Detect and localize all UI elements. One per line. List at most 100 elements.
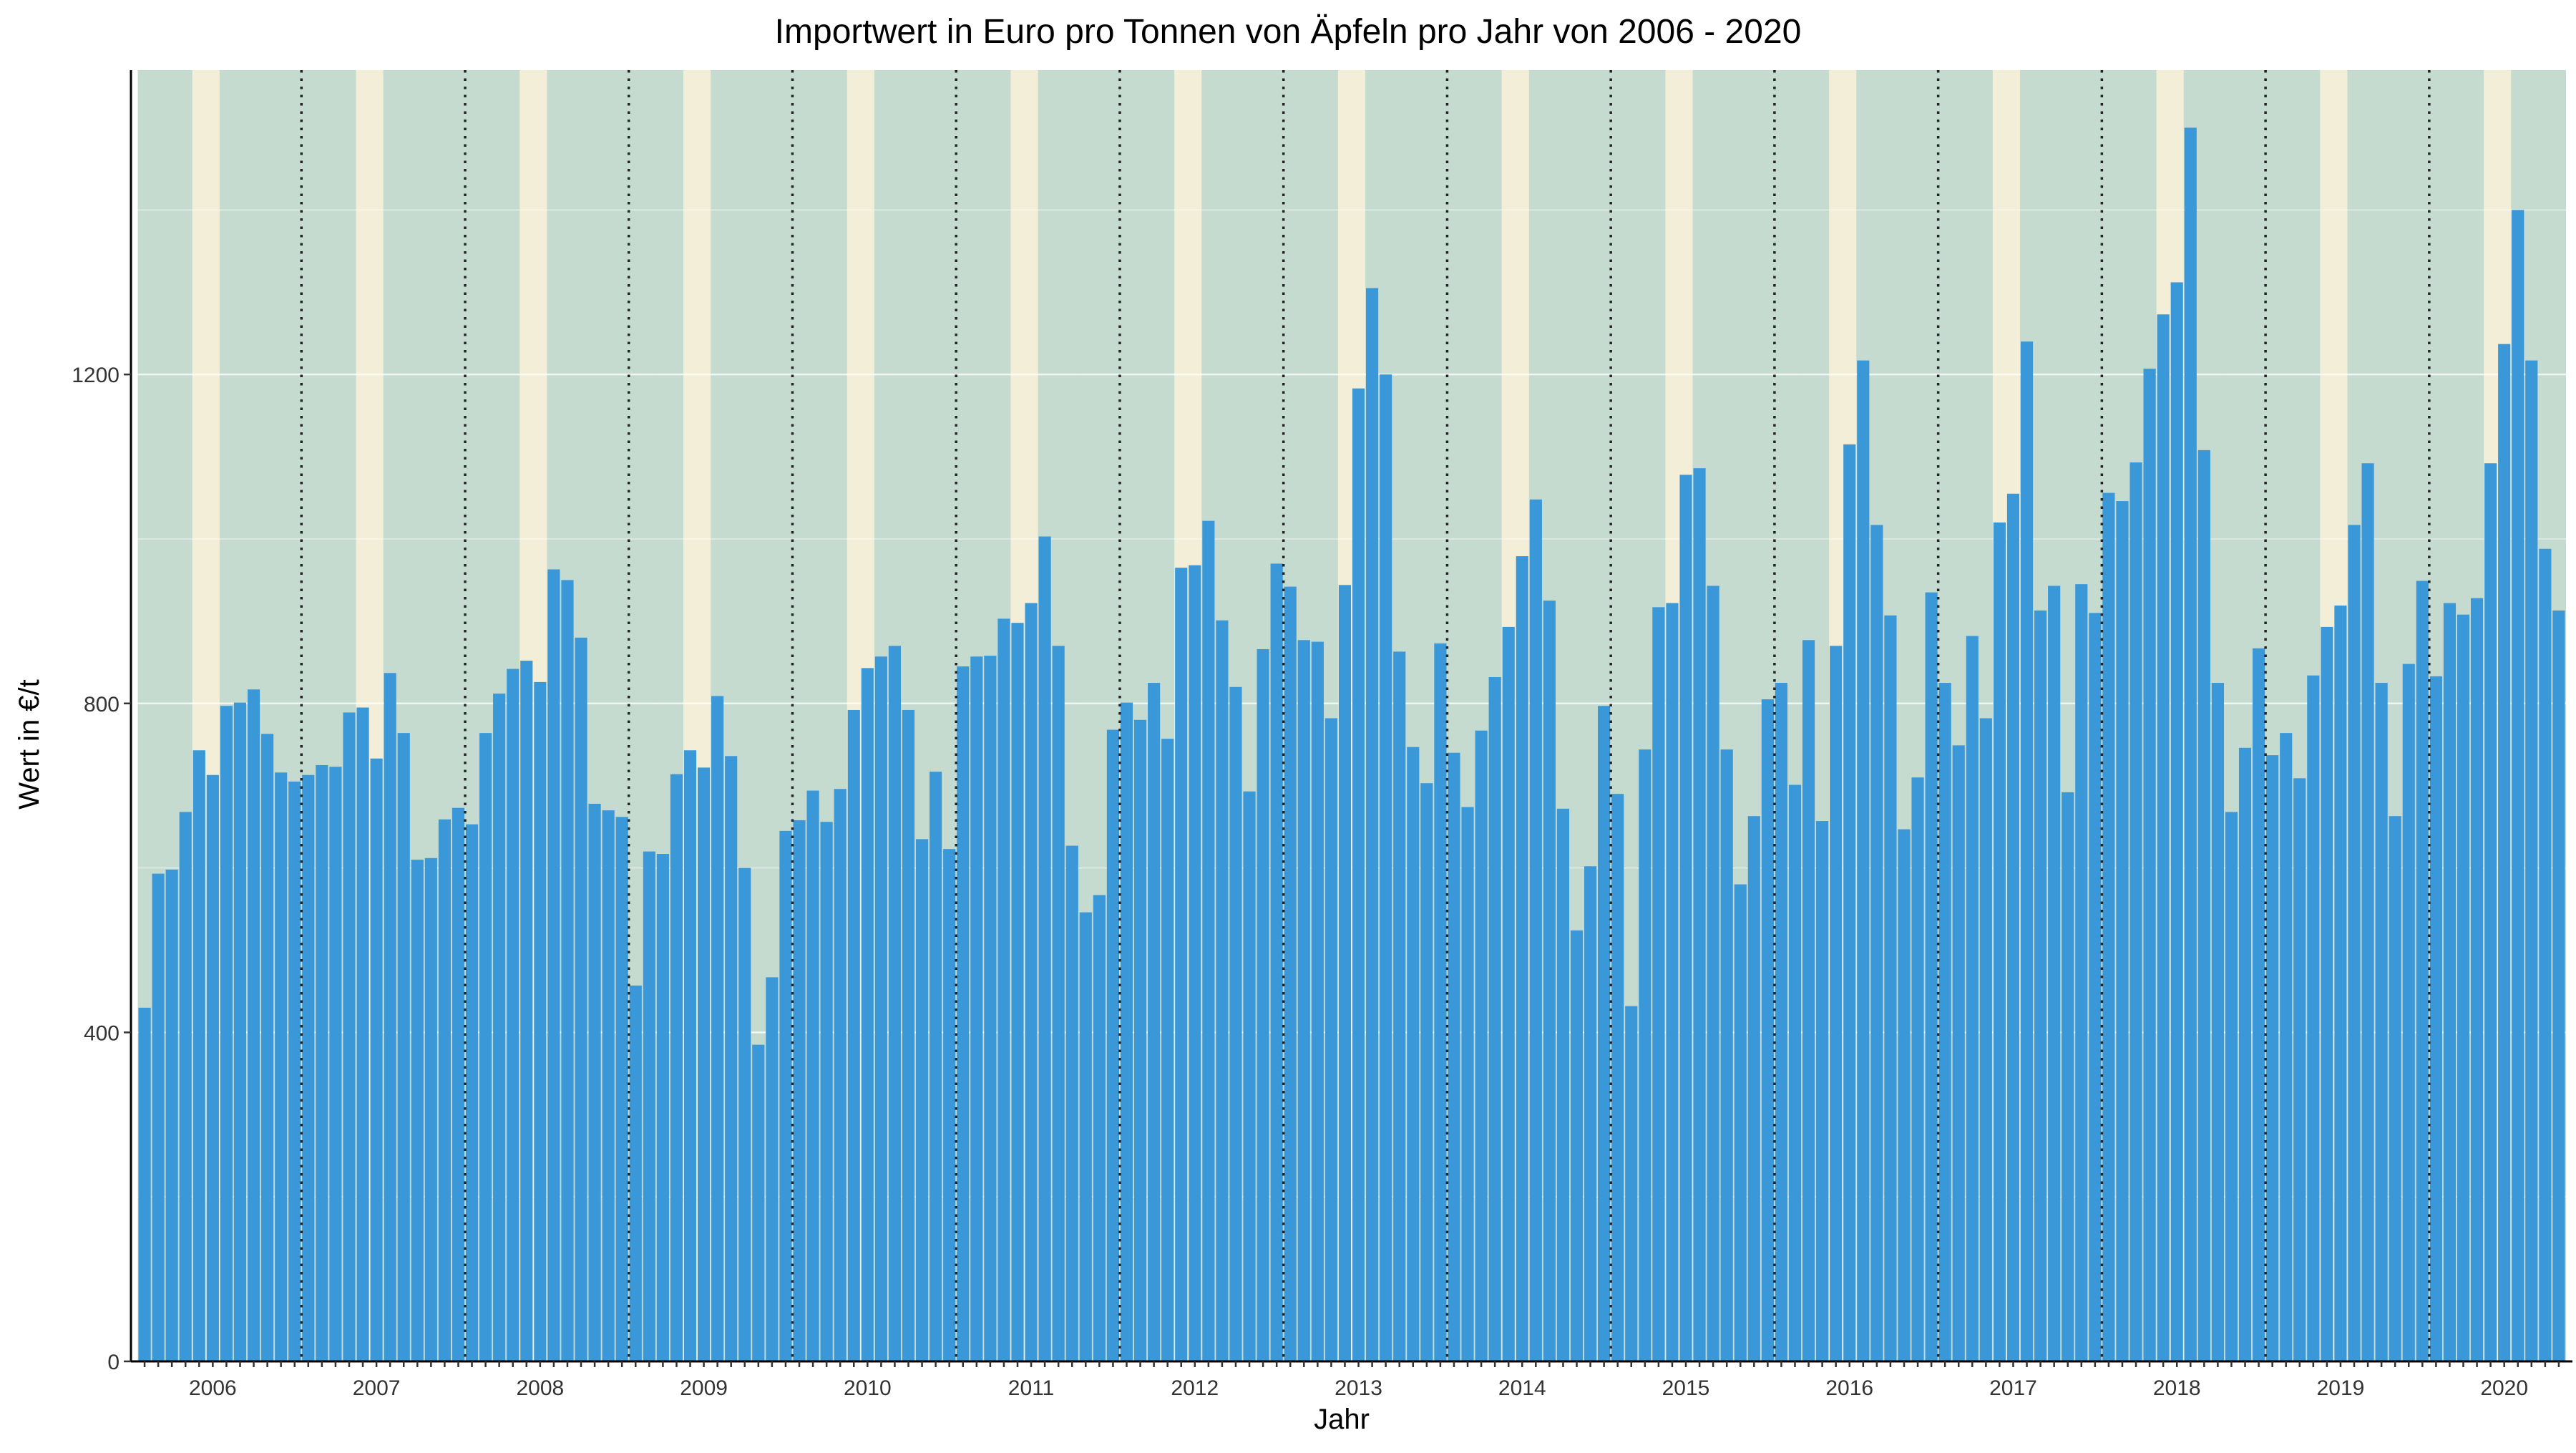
bar xyxy=(1666,603,1679,1362)
bar xyxy=(1679,475,1692,1361)
bar xyxy=(2484,463,2497,1361)
bar xyxy=(2197,449,2210,1361)
bar xyxy=(2334,606,2347,1361)
bar xyxy=(1747,816,1760,1361)
x-tick-label: 2007 xyxy=(353,1376,401,1400)
bar xyxy=(656,854,669,1361)
bar xyxy=(2402,664,2415,1361)
bar xyxy=(834,789,847,1361)
chart-title: Importwert in Euro pro Tonnen von Äpfeln… xyxy=(775,13,1802,51)
bar xyxy=(507,669,519,1361)
bar xyxy=(957,666,970,1361)
bar xyxy=(329,767,342,1361)
bar xyxy=(1543,601,1556,1361)
bar xyxy=(2361,463,2374,1361)
bar xyxy=(711,696,724,1361)
bar xyxy=(793,820,806,1361)
bar xyxy=(1952,745,1965,1361)
bar xyxy=(2498,344,2511,1361)
bar xyxy=(1025,603,1038,1362)
bar xyxy=(683,750,697,1361)
bar xyxy=(1898,829,1911,1361)
bar xyxy=(2211,683,2224,1361)
bar xyxy=(547,569,560,1361)
bar xyxy=(452,807,465,1361)
y-tick-label: 0 xyxy=(107,1351,119,1374)
bar xyxy=(2034,610,2047,1361)
bar xyxy=(1556,808,1570,1361)
bar xyxy=(2184,127,2197,1362)
bar xyxy=(1052,646,1065,1361)
bar xyxy=(2157,314,2170,1361)
bar xyxy=(152,873,165,1361)
bar xyxy=(2089,613,2102,1362)
bar xyxy=(1448,752,1460,1361)
bar xyxy=(424,857,437,1361)
x-tick-label: 2016 xyxy=(1825,1376,1873,1400)
x-tick-label: 2012 xyxy=(1171,1376,1219,1400)
bar xyxy=(411,860,424,1361)
bar xyxy=(1502,626,1515,1361)
bar xyxy=(288,781,301,1361)
bar xyxy=(370,758,383,1361)
bar xyxy=(1625,1006,1638,1361)
bar xyxy=(2116,501,2129,1361)
bar xyxy=(820,822,833,1361)
bar xyxy=(1270,563,1283,1361)
x-axis-ticks: 2006 2007 2008 2009 2010 2011 2012 2013 2014 2015… xyxy=(143,1361,2560,1400)
bar xyxy=(1734,884,1747,1361)
bar xyxy=(1257,648,1269,1361)
bar xyxy=(1693,468,1706,1361)
x-tick-label: 2015 xyxy=(1662,1376,1710,1400)
bar xyxy=(1065,845,1078,1361)
bar xyxy=(725,756,738,1361)
bar xyxy=(970,656,983,1361)
x-tick-label: 2010 xyxy=(844,1376,892,1400)
bar xyxy=(1407,747,1420,1361)
bar xyxy=(1938,683,1951,1361)
bar xyxy=(1911,777,1924,1361)
bar xyxy=(520,661,533,1361)
bar xyxy=(438,819,451,1361)
bar xyxy=(534,681,547,1361)
bar xyxy=(752,1044,765,1361)
bar xyxy=(2307,675,2320,1361)
bars xyxy=(138,127,2565,1362)
bar xyxy=(1434,643,1447,1361)
y-tick-label: 800 xyxy=(84,693,119,716)
bar xyxy=(1529,499,1542,1361)
bar xyxy=(1816,821,1829,1361)
bar xyxy=(615,817,628,1361)
bar xyxy=(356,707,369,1361)
bar xyxy=(2525,360,2538,1361)
y-tick-label: 400 xyxy=(84,1021,119,1045)
bar xyxy=(1216,620,1229,1361)
bar xyxy=(1243,791,1256,1361)
bar xyxy=(1475,730,1488,1361)
y-axis-ticks: 0 400 800 1200 xyxy=(72,364,131,1374)
bar xyxy=(1993,522,2006,1361)
bar xyxy=(888,646,902,1361)
bar xyxy=(1802,640,1815,1361)
bar xyxy=(2321,626,2333,1361)
bar xyxy=(2457,614,2470,1362)
bar xyxy=(1311,641,1324,1361)
bar xyxy=(1461,807,1474,1361)
bar xyxy=(861,668,874,1361)
bar xyxy=(643,851,655,1361)
x-tick-label: 2011 xyxy=(1008,1376,1055,1400)
bar xyxy=(2293,778,2306,1361)
bar xyxy=(1979,718,1992,1361)
bar xyxy=(2539,548,2552,1362)
bar xyxy=(2470,598,2484,1361)
bar xyxy=(1598,706,1611,1361)
bar xyxy=(1338,585,1352,1361)
bar xyxy=(1038,536,1051,1361)
bar xyxy=(1843,444,1856,1361)
x-tick-label: 2009 xyxy=(680,1376,728,1400)
bar xyxy=(165,869,178,1361)
bar xyxy=(629,985,642,1361)
bar xyxy=(1720,749,1733,1361)
bar xyxy=(2280,733,2293,1361)
x-tick-label: 2013 xyxy=(1335,1376,1382,1400)
